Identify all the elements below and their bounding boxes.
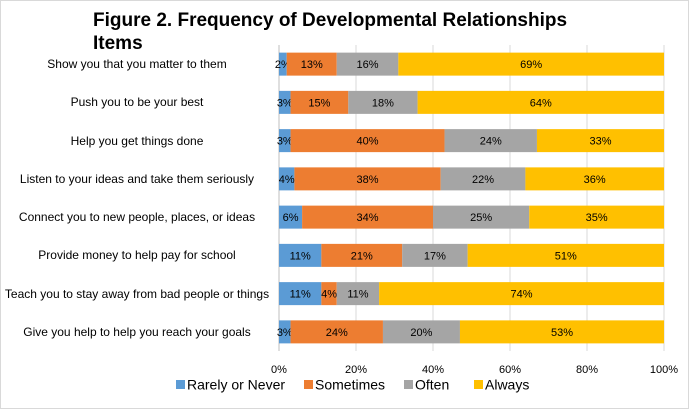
bar-segment: [279, 282, 322, 306]
x-tick-label: 100%: [650, 364, 678, 376]
x-tick-label: 80%: [576, 364, 598, 376]
x-tick-label: 40%: [422, 364, 444, 376]
bar-segment: [467, 243, 664, 267]
bar-segment: [279, 52, 287, 76]
data-label: 34%: [357, 212, 379, 224]
bar-segment: [294, 167, 441, 191]
bar-segment: [290, 90, 349, 114]
bar-segment: [302, 205, 433, 229]
data-label: 16%: [357, 59, 379, 71]
y-tick-label: Give you help to help you reach your goa…: [23, 324, 251, 339]
legend-marker: [404, 380, 413, 389]
data-label: 4%: [279, 174, 295, 186]
data-label: 13%: [301, 59, 323, 71]
bar-segment: [321, 282, 337, 306]
data-label: 20%: [410, 327, 432, 339]
bar-segment: [379, 282, 664, 306]
x-tick-label: 20%: [345, 364, 367, 376]
y-tick-label: Show you that you matter to them: [47, 57, 227, 72]
data-label: 24%: [326, 327, 348, 339]
x-tick-label: 0%: [271, 364, 287, 376]
legend-marker: [304, 380, 313, 389]
bar-segment: [290, 320, 383, 344]
data-label: 64%: [530, 97, 552, 109]
data-label: 15%: [308, 97, 330, 109]
data-label: 18%: [372, 97, 394, 109]
bar-segment: [279, 320, 291, 344]
data-label: 22%: [472, 174, 494, 186]
legend-label: Sometimes: [315, 377, 385, 393]
bar-segment: [290, 129, 445, 153]
data-label: 25%: [470, 212, 492, 224]
bar-segment: [382, 320, 460, 344]
legend-marker: [176, 380, 185, 389]
bar-segment: [433, 205, 530, 229]
bar-segment: [459, 320, 664, 344]
legend-label: Rarely or Never: [187, 377, 285, 393]
legend-marker: [474, 380, 483, 389]
data-label: 3%: [277, 136, 293, 148]
data-label: 24%: [480, 136, 502, 148]
data-label: 40%: [357, 136, 379, 148]
bar-segment: [348, 90, 418, 114]
bar-segment: [525, 167, 664, 191]
y-tick-label: Help you get things done: [70, 133, 204, 148]
bar-segment: [279, 205, 303, 229]
y-tick-label: Push you to be your best: [70, 95, 204, 110]
data-label: 38%: [357, 174, 379, 186]
data-label: 4%: [321, 289, 337, 301]
bar-segment: [279, 167, 295, 191]
bar-segment: [286, 52, 337, 76]
bar-segment: [336, 52, 399, 76]
x-tick-label: 60%: [499, 364, 521, 376]
bar-segment: [402, 243, 468, 267]
data-label: 11%: [290, 289, 311, 301]
bar-segment: [321, 243, 403, 267]
bar-segment: [529, 205, 664, 229]
data-label: 11%: [290, 250, 311, 262]
data-label: 51%: [555, 250, 577, 262]
chart-title: Figure 2. Frequency of Developmental Rel…: [93, 10, 568, 54]
bar-segment: [440, 167, 526, 191]
data-label: 53%: [551, 327, 573, 339]
data-label: 6%: [283, 212, 299, 224]
y-tick-label: Provide money to help pay for school: [38, 248, 236, 263]
data-label: 11%: [347, 289, 368, 301]
bar-segment: [444, 129, 537, 153]
bar-segment: [536, 129, 664, 153]
data-label: 3%: [277, 97, 293, 109]
bar-segment: [279, 90, 291, 114]
legend-label: Often: [415, 377, 449, 393]
legend-label: Always: [485, 377, 529, 393]
bar-segment: [279, 129, 291, 153]
data-label: 33%: [589, 136, 611, 148]
y-tick-label: Connect you to new people, places, or id…: [18, 210, 256, 225]
y-tick-label: Teach you to stay away from bad people o…: [4, 286, 270, 301]
data-label: 35%: [586, 212, 608, 224]
data-label: 17%: [424, 250, 446, 262]
data-label: 69%: [520, 59, 542, 71]
y-tick-label: Listen to your ideas and take them serio…: [19, 171, 255, 186]
data-label: 74%: [511, 289, 533, 301]
data-label: 21%: [351, 250, 373, 262]
data-label: 36%: [584, 174, 606, 186]
bar-segment: [417, 90, 664, 114]
data-label: 3%: [277, 327, 293, 339]
bar-segment: [398, 52, 664, 76]
bar-segment: [336, 282, 380, 306]
bar-segment: [279, 243, 322, 267]
